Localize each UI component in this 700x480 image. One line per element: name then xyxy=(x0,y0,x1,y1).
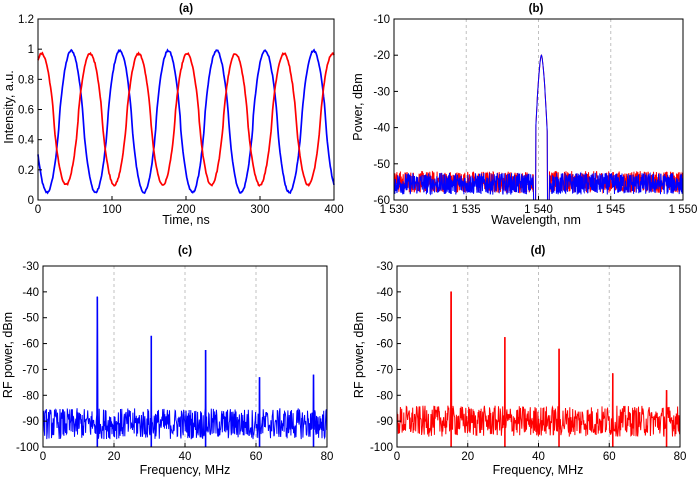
panel-d-series xyxy=(396,291,681,447)
ytick-label: -70 xyxy=(376,364,393,376)
ytick-label: 0.2 xyxy=(18,165,34,177)
ytick-label: -20 xyxy=(373,50,390,62)
ytick-label: 0.4 xyxy=(18,135,35,147)
xtick-label: 100 xyxy=(102,204,121,216)
xtick-label: 300 xyxy=(250,204,269,216)
ytick-label: -30 xyxy=(22,261,39,273)
xtick-label: 60 xyxy=(603,451,616,463)
ytick-label: -30 xyxy=(373,86,390,98)
xtick-label: 1 550 xyxy=(669,204,698,216)
ytick-label: 0.8 xyxy=(18,74,34,86)
ytick-label: -30 xyxy=(376,261,393,273)
panel-c-series xyxy=(42,296,328,447)
panel-a-ylabel: Intensity, a.u. xyxy=(2,70,16,143)
xtick-label: 1 535 xyxy=(452,204,481,216)
ytick-label: -60 xyxy=(376,339,393,351)
panel-b-series xyxy=(393,54,684,201)
ytick-label: 0.6 xyxy=(18,105,34,117)
ytick-label: -80 xyxy=(376,390,393,402)
ytick-label: -80 xyxy=(22,390,39,402)
panel-b-ticks: 1 530 1 535 1 540 1 545 1 550 -60 -50 -40 -30 -20… xyxy=(373,14,697,216)
ytick-label: -50 xyxy=(376,313,393,325)
panel-d-xlabel: Frequency, MHz xyxy=(493,463,584,477)
xtick-label: 1 530 xyxy=(380,204,409,216)
ytick-label: -70 xyxy=(22,364,39,376)
ytick-label: -60 xyxy=(22,339,39,351)
panel-a-title: (a) xyxy=(179,3,193,15)
xtick-label: 0 xyxy=(394,451,400,463)
series-red-line xyxy=(37,51,335,188)
ytick-label: 1.2 xyxy=(18,14,34,26)
ytick-label: -10 xyxy=(373,14,390,26)
panel-a-series xyxy=(37,48,335,195)
panel-b: (b) 1 530 1 535 1 540 1 545 1 550 -60 -50 -40 -3… xyxy=(351,3,697,227)
xtick-label: 1 545 xyxy=(596,204,625,216)
panel-d: (d) 0 20 40 60 80 -100 -90 -80 -70 -60 -50 -40 -30 F… xyxy=(352,245,686,477)
series-blue-line xyxy=(42,296,328,440)
series-blue-line xyxy=(393,54,684,201)
panel-c-title: (c) xyxy=(178,245,192,257)
ytick-label: -100 xyxy=(370,442,393,454)
xtick-label: 40 xyxy=(532,451,545,463)
panel-c-xlabel: Frequency, MHz xyxy=(140,463,231,477)
panel-b-title: (b) xyxy=(529,3,544,15)
panel-b-ylabel: Power, dBm xyxy=(351,73,365,140)
ytick-label: -60 xyxy=(373,195,390,207)
xtick-label: 40 xyxy=(179,451,192,463)
ytick-label: -50 xyxy=(22,313,39,325)
xtick-label: 1 540 xyxy=(524,204,553,216)
ytick-label: 0 xyxy=(28,195,34,207)
series-blue-line xyxy=(37,48,335,195)
series-red-line xyxy=(396,291,681,438)
panel-c: (c) 0 20 40 60 80 -100 -90 -80 -70 -60 -50 -40 -30 F… xyxy=(1,245,333,477)
ytick-label: -90 xyxy=(376,416,393,428)
panel-a-ticks: 0 100 200 300 400 0 0.2 0.4 0.6 0.8 1 1.2 xyxy=(18,14,344,216)
xtick-label: 20 xyxy=(461,451,474,463)
ytick-label: -40 xyxy=(373,123,390,135)
ytick-label: 1 xyxy=(28,44,34,56)
panel-c-ylabel: RF power, dBm xyxy=(1,312,15,398)
xtick-label: 80 xyxy=(674,451,687,463)
ytick-label: -50 xyxy=(373,159,390,171)
panel-d-title: (d) xyxy=(531,245,546,257)
xtick-label: 0 xyxy=(40,451,46,463)
panel-a: (a) 0 100 200 300 400 0 0.2 0.4 0.6 0.8 1 1.2 Time,… xyxy=(2,3,344,227)
ytick-label: -40 xyxy=(22,287,39,299)
panel-a-xlabel: Time, ns xyxy=(162,213,209,227)
panel-c-ticks: 0 20 40 60 80 -100 -90 -80 -70 -60 -50 -40 -30 xyxy=(16,261,333,463)
xtick-label: 60 xyxy=(250,451,263,463)
ytick-label: -100 xyxy=(16,442,39,454)
panel-d-ylabel: RF power, dBm xyxy=(352,312,366,398)
panel-b-grid xyxy=(465,19,612,200)
xtick-label: 200 xyxy=(176,204,195,216)
xtick-label: 20 xyxy=(108,451,121,463)
ytick-label: -90 xyxy=(22,416,39,428)
ytick-label: -40 xyxy=(376,287,393,299)
panel-d-ticks: 0 20 40 60 80 -100 -90 -80 -70 -60 -50 -40 -30 xyxy=(370,261,686,463)
xtick-label: 400 xyxy=(324,204,343,216)
xtick-label: 80 xyxy=(321,451,334,463)
panel-b-xlabel: Wavelength, nm xyxy=(491,213,581,227)
xtick-label: 0 xyxy=(35,204,41,216)
